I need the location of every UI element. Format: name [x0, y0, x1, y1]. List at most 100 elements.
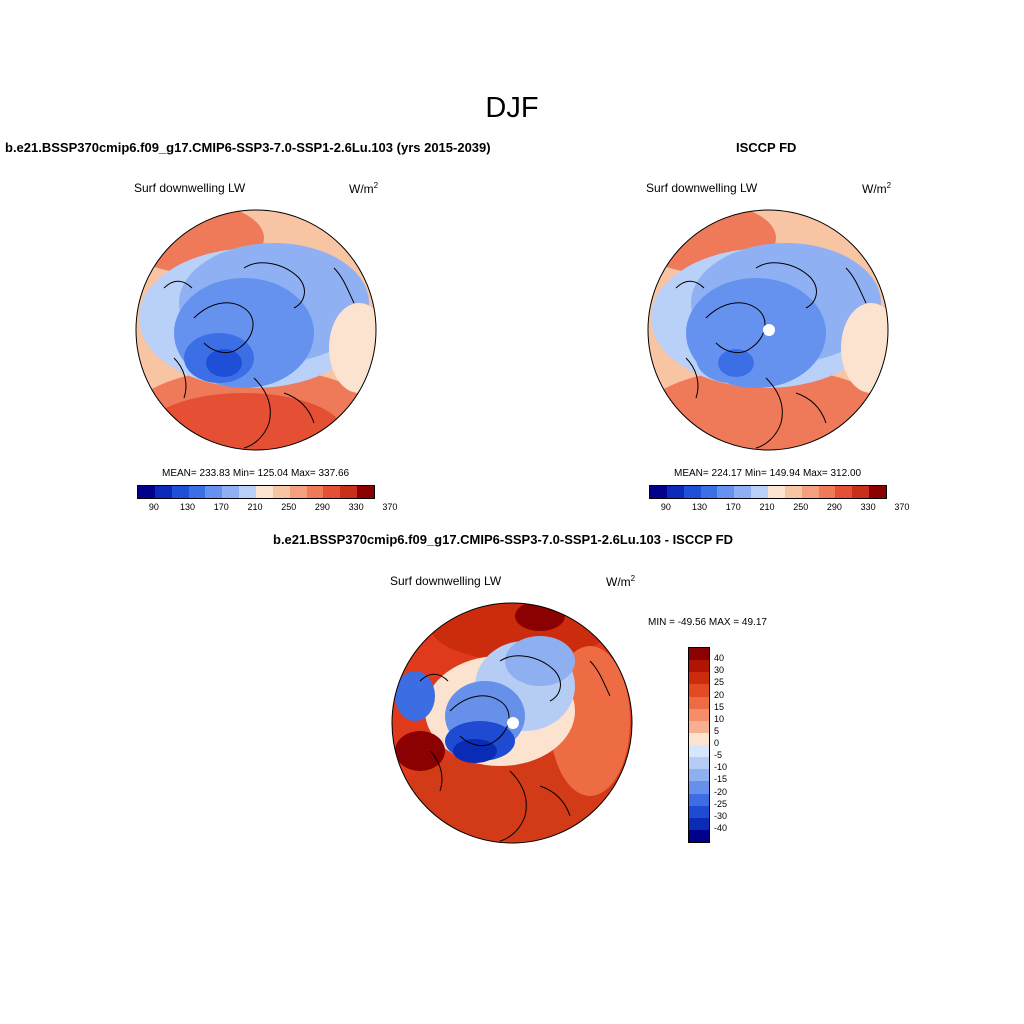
pole-hole	[763, 324, 775, 336]
colorbar-swatch	[869, 486, 887, 498]
panel-1-variable-label: Surf downwelling LW	[134, 181, 246, 195]
colorbar-swatch	[205, 486, 223, 498]
colorbar-swatch	[734, 486, 752, 498]
map-boundary	[647, 209, 889, 451]
colorbar-tick-label: -20	[714, 786, 728, 797]
colorbar-ticks: 90 130 170 210 250 290 330 370	[137, 499, 398, 513]
colorbar-swatch	[689, 829, 709, 842]
colorbar-swatch	[289, 486, 307, 498]
coastline	[499, 770, 527, 842]
colorbar-ticks: 40 30 25 20 15 10 5 0 -5 -10 -15 -20 -25 -30 -40	[714, 647, 748, 843]
colorbar-swatch	[272, 486, 290, 498]
colorbar-swatch	[751, 486, 769, 498]
colorbar-swatch	[650, 486, 667, 498]
colorbar-swatch	[689, 745, 709, 758]
colorbar-tick-label: 130	[180, 502, 196, 512]
colorbar-swatch	[818, 486, 836, 498]
colorbar-tick-label: 250	[793, 502, 809, 512]
colorbar-swatch	[689, 684, 709, 697]
colorbar-tick-label: 90	[148, 502, 159, 512]
coastline	[755, 262, 817, 309]
colorbar-swatch	[689, 817, 709, 830]
colorbar-swatch	[689, 708, 709, 721]
colorbar-swatch	[666, 486, 684, 498]
field-contour	[656, 393, 856, 450]
coastline	[539, 785, 571, 817]
panel-3-variable-label: Surf downwelling LW	[390, 574, 502, 588]
colorbar-tick-label: 170	[725, 502, 741, 512]
colorbar-tick-label: 5	[714, 725, 720, 736]
colorbar-tick-label: 40	[714, 653, 725, 664]
panel-2-variable-label: Surf downwelling LW	[646, 181, 758, 195]
colorbar-swatch	[683, 486, 701, 498]
colorbar-tick-label: 290	[826, 502, 842, 512]
colorbar-tick-label: -30	[714, 810, 728, 821]
colorbar-swatch	[188, 486, 206, 498]
colorbar-swatch	[801, 486, 819, 498]
colorbar-swatches	[137, 485, 375, 499]
field-contour	[395, 671, 435, 721]
colorbar-tick-label: 210	[247, 502, 263, 512]
coastline	[419, 673, 449, 682]
colorbar-tick-label: 330	[860, 502, 876, 512]
colorbar-swatch	[689, 793, 709, 806]
panel-3-stats: MIN = -49.56 MAX = 49.17	[648, 617, 767, 628]
colorbar-tick-label: 90	[660, 502, 671, 512]
colorbar-tick-label: 0	[714, 738, 720, 748]
panel-2-units: W/m2	[862, 181, 892, 196]
colorbar-tick-label: -25	[714, 798, 728, 809]
colorbar-tick-label: 290	[314, 502, 330, 512]
colorbar-swatch	[171, 486, 189, 498]
colorbar-tick-label: -10	[714, 762, 728, 773]
colorbar-tick-label: -15	[714, 774, 728, 785]
coastline	[243, 377, 271, 449]
colorbar-tick-label: 330	[348, 502, 364, 512]
field-contour	[395, 731, 445, 771]
coastline	[499, 655, 561, 702]
colorbar-swatch	[138, 486, 155, 498]
field-contour	[841, 303, 888, 393]
field-contour	[453, 739, 497, 763]
colorbar-swatch	[689, 732, 709, 745]
colorbar-tick-label: 370	[382, 502, 398, 512]
colorbar-tick-label: 30	[714, 665, 725, 676]
model-map	[135, 209, 377, 451]
colorbar-swatch	[306, 486, 324, 498]
colorbar-swatch	[689, 805, 709, 818]
colorbar-ticks: 90 130 170 210 250 290 330 370	[649, 499, 910, 513]
colorbar-swatch	[784, 486, 802, 498]
coastline	[845, 267, 867, 304]
colorbar-swatch	[256, 486, 273, 498]
panel-3-colorbar: 40 30 25 20 15 10 5 0 -5 -10 -15 -20 -25 -30 -40	[688, 647, 748, 843]
panel-3-units: W/m2	[606, 574, 636, 589]
colorbar-swatch	[835, 486, 853, 498]
colorbar-swatch	[222, 486, 240, 498]
colorbar-swatch	[700, 486, 718, 498]
colorbar-tick-label: 170	[213, 502, 229, 512]
colorbar-swatch	[768, 486, 785, 498]
colorbar-swatch	[154, 486, 172, 498]
colorbar-swatch	[689, 672, 709, 685]
colorbar-swatch	[852, 486, 870, 498]
coastline	[675, 280, 705, 289]
colorbar-swatch	[717, 486, 735, 498]
coastline	[685, 357, 699, 399]
coastline	[795, 392, 827, 424]
coastline	[283, 392, 315, 424]
coastline	[193, 302, 254, 354]
colorbar-swatch	[357, 486, 375, 498]
colorbar-swatches	[649, 485, 887, 499]
colorbar-swatch	[340, 486, 358, 498]
field-contour	[515, 603, 565, 631]
figure-title: DJF	[485, 92, 539, 124]
panel-2-colorbar: 90 130 170 210 250 290 330 370	[649, 485, 910, 515]
colorbar-tick-label: 130	[692, 502, 708, 512]
panel-1-colorbar: 90 130 170 210 250 290 330 370	[137, 485, 398, 515]
coastline	[173, 357, 187, 399]
panel-1-units: W/m2	[349, 181, 379, 196]
obs-map	[647, 209, 889, 451]
panel-1-stats: MEAN= 233.83 Min= 125.04 Max= 337.66	[162, 468, 350, 479]
field-contour	[206, 349, 242, 377]
colorbar-swatch	[689, 769, 709, 782]
coastline	[333, 267, 355, 304]
